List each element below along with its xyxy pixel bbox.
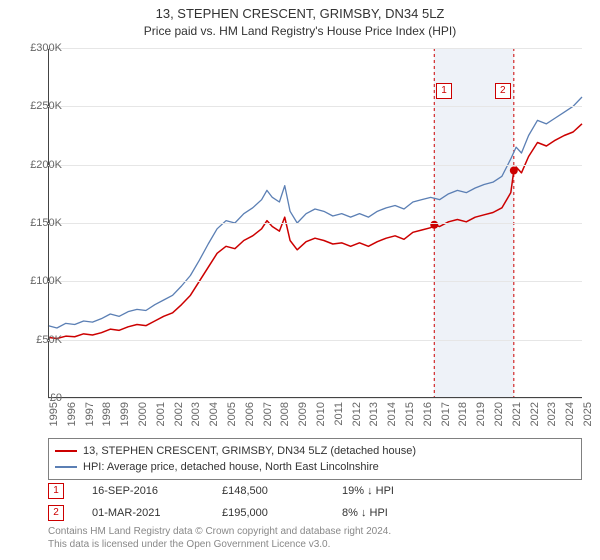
y-tick-label: £50K xyxy=(18,334,62,346)
chart-marker-2: 2 xyxy=(495,83,511,99)
x-tick-label: 2019 xyxy=(475,402,487,426)
x-tick-label: 2000 xyxy=(137,402,149,426)
legend-swatch xyxy=(55,466,77,468)
x-tick-label: 2018 xyxy=(457,402,469,426)
y-tick-label: £150K xyxy=(18,217,62,229)
gridline-h xyxy=(48,340,582,341)
legend-label: HPI: Average price, detached house, Nort… xyxy=(83,461,379,473)
gridline-h xyxy=(48,281,582,282)
x-tick-label: 1996 xyxy=(66,402,78,426)
transaction-table: 1 16-SEP-2016£148,50019% ↓ HPI 2 01-MAR-202… xyxy=(48,480,582,524)
x-tick-label: 1999 xyxy=(119,402,131,426)
x-tick-label: 2024 xyxy=(564,402,576,426)
chart-marker-1: 1 xyxy=(436,83,452,99)
legend-item: HPI: Average price, detached house, Nort… xyxy=(55,459,575,475)
x-tick-label: 2003 xyxy=(190,402,202,426)
data-point-marker xyxy=(430,221,438,229)
x-tick-label: 2022 xyxy=(529,402,541,426)
gridline-h xyxy=(48,223,582,224)
gridline-h xyxy=(48,48,582,49)
x-tick-label: 1995 xyxy=(48,402,60,426)
gridline-h xyxy=(48,398,582,399)
transaction-price: £195,000 xyxy=(222,507,342,519)
transaction-pct: 19% ↓ HPI xyxy=(342,485,462,497)
transaction-row: 1 16-SEP-2016£148,50019% ↓ HPI xyxy=(48,480,582,502)
x-tick-label: 2016 xyxy=(422,402,434,426)
transaction-price: £148,500 xyxy=(222,485,342,497)
x-tick-label: 2013 xyxy=(368,402,380,426)
x-tick-label: 2005 xyxy=(226,402,238,426)
transaction-marker: 2 xyxy=(48,505,64,521)
transaction-row: 2 01-MAR-2021£195,0008% ↓ HPI xyxy=(48,502,582,524)
y-tick-label: £200K xyxy=(18,159,62,171)
x-tick-label: 2008 xyxy=(279,402,291,426)
series-line-hpi xyxy=(48,97,582,328)
x-tick-label: 2009 xyxy=(297,402,309,426)
x-tick-label: 1997 xyxy=(84,402,96,426)
x-tick-label: 2011 xyxy=(333,402,345,426)
x-tick-label: 2017 xyxy=(440,402,452,426)
x-tick-label: 2002 xyxy=(173,402,185,426)
gridline-h xyxy=(48,165,582,166)
x-tick-label: 1998 xyxy=(101,402,113,426)
legend-swatch xyxy=(55,450,77,452)
footer-text: Contains HM Land Registry data © Crown c… xyxy=(48,526,582,551)
transaction-marker: 1 xyxy=(48,483,64,499)
x-tick-label: 2001 xyxy=(155,402,167,426)
x-tick-label: 2007 xyxy=(262,402,274,426)
y-tick-label: £100K xyxy=(18,275,62,287)
transaction-date: 01-MAR-2021 xyxy=(92,507,222,519)
page-subtitle: Price paid vs. HM Land Registry's House … xyxy=(0,23,600,38)
y-tick-label: £250K xyxy=(18,100,62,112)
transaction-date: 16-SEP-2016 xyxy=(92,485,222,497)
x-tick-label: 2015 xyxy=(404,402,416,426)
data-point-marker xyxy=(510,167,518,175)
x-tick-label: 2021 xyxy=(511,402,523,426)
y-tick-label: £300K xyxy=(18,42,62,54)
x-tick-label: 2004 xyxy=(208,402,220,426)
x-tick-label: 2023 xyxy=(546,402,558,426)
series-line-subject xyxy=(48,124,582,339)
x-tick-label: 2014 xyxy=(386,402,398,426)
x-tick-label: 2012 xyxy=(351,402,363,426)
legend-label: 13, STEPHEN CRESCENT, GRIMSBY, DN34 5LZ … xyxy=(83,445,416,457)
chart-area: 12 xyxy=(48,48,582,398)
transaction-pct: 8% ↓ HPI xyxy=(342,507,462,519)
page-title: 13, STEPHEN CRESCENT, GRIMSBY, DN34 5LZ xyxy=(0,0,600,23)
footer-line-1: Contains HM Land Registry data © Crown c… xyxy=(48,526,582,539)
x-tick-label: 2010 xyxy=(315,402,327,426)
x-tick-label: 2025 xyxy=(582,402,594,426)
x-tick-label: 2020 xyxy=(493,402,505,426)
footer-line-2: This data is licensed under the Open Gov… xyxy=(48,539,582,552)
legend-item: 13, STEPHEN CRESCENT, GRIMSBY, DN34 5LZ … xyxy=(55,443,575,459)
gridline-h xyxy=(48,106,582,107)
legend: 13, STEPHEN CRESCENT, GRIMSBY, DN34 5LZ … xyxy=(48,438,582,480)
x-tick-label: 2006 xyxy=(244,402,256,426)
